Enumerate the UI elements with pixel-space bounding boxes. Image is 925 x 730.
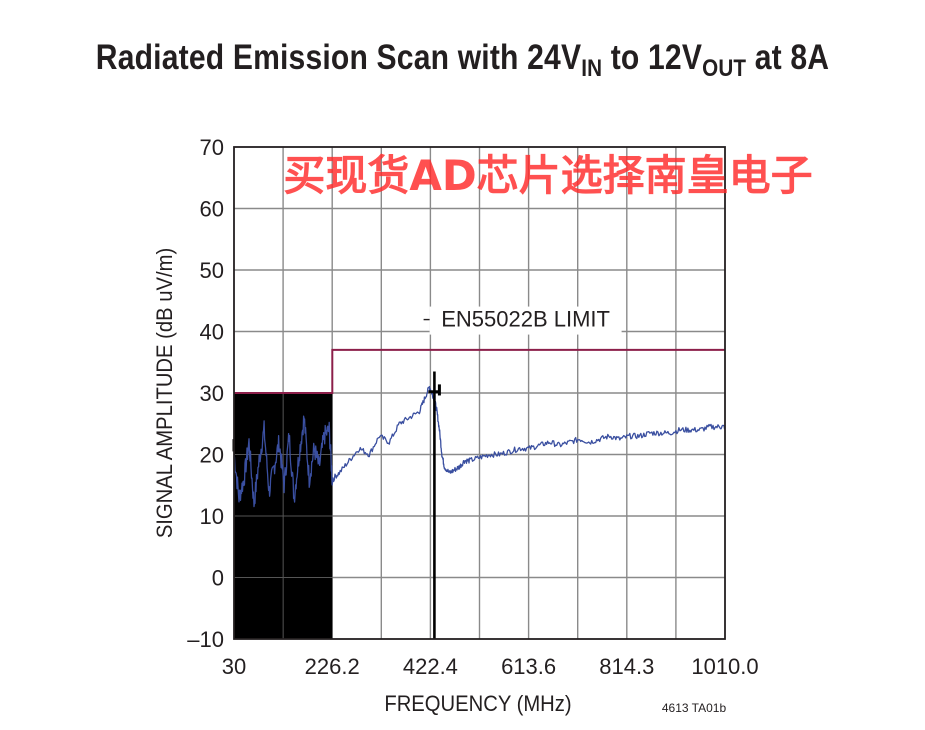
x-tick-label: 422.4 [403,654,458,679]
limit-annotation-label: EN55022B LIMIT [441,307,610,332]
x-tick-label: 613.6 [501,654,556,679]
limit-label-background [429,306,622,335]
y-tick-label: 0 [212,566,224,591]
x-axis-title: FREQUENCY (MHz) [384,692,571,716]
y-tick-label: 50 [200,258,224,283]
figure-code: 4613 TA01b [662,701,727,715]
title-suffix: at 8A [746,38,830,77]
series-layer [233,348,726,508]
x-tick-label: 1010.0 [691,654,758,679]
plot-border [233,146,726,640]
title-prefix: Radiated Emission Scan with 24V [95,38,582,77]
y-tick-label: 40 [200,320,224,345]
series-emission-trace [233,385,726,508]
series-limit-line [234,348,725,394]
plot-frame [233,146,726,640]
x-tick-label: 814.3 [599,654,654,679]
chart-title: Radiated Emission Scan with 24VIN to 12V… [65,38,861,83]
watermark-text: 买现货AD芯片选择南皇电子 [283,151,812,200]
y-axis-title: SIGNAL AMPLITUDE (dB uV/m) [153,248,177,538]
title-middle: to 12V [602,38,703,77]
x-tick-label: 226.2 [305,654,360,679]
y-tick-label: 70 [200,135,224,160]
low-band-black-region [234,392,333,639]
title-sub-out: OUT [702,55,747,82]
y-tick-label: 10 [200,504,224,529]
x-tick-label: 30 [222,654,246,679]
title-sub-in: IN [581,55,603,82]
y-tick-label: 60 [200,197,224,222]
y-tick-label: 30 [200,381,224,406]
y-tick-label: 20 [200,443,224,468]
y-tick-label: –10 [187,627,224,652]
